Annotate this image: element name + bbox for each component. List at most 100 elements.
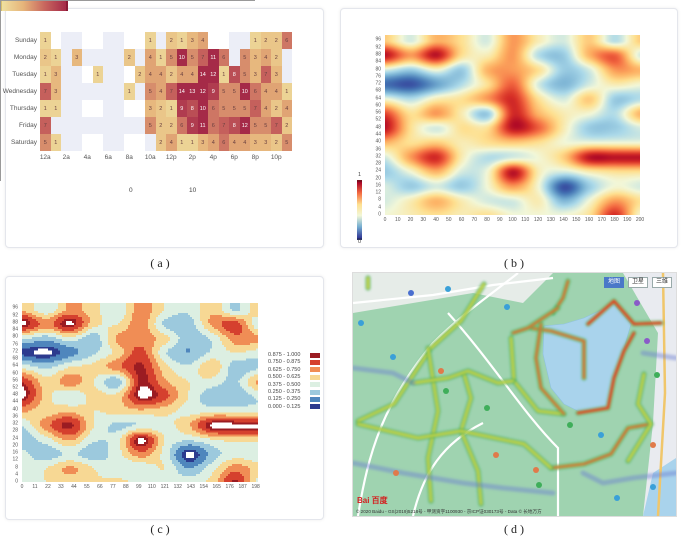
- heatmap-cell-empty[interactable]: [92, 100, 103, 117]
- heatmap-cell[interactable]: 10: [176, 49, 187, 66]
- heatmap-cell-empty[interactable]: [281, 66, 292, 83]
- heatmap-cell-empty[interactable]: [50, 32, 61, 49]
- heatmap-cell[interactable]: 2: [155, 134, 166, 151]
- heatmap-cell-empty[interactable]: [113, 32, 124, 49]
- baidu-logo[interactable]: Bai 百度: [357, 496, 388, 505]
- heatmap-cell[interactable]: 11: [197, 117, 208, 134]
- heatmap-cell[interactable]: 4: [260, 83, 271, 100]
- heatmap-cell[interactable]: 1: [50, 49, 61, 66]
- heatmap-cell[interactable]: 1: [176, 134, 187, 151]
- heatmap-cell[interactable]: 1: [50, 100, 61, 117]
- heatmap-cell[interactable]: 6: [208, 100, 219, 117]
- heatmap-cell-empty[interactable]: [92, 49, 103, 66]
- heatmap-cell-empty[interactable]: [82, 49, 93, 66]
- heatmap-cell-empty[interactable]: [113, 66, 124, 83]
- legend-swatch[interactable]: [310, 396, 320, 402]
- heatmap-cell[interactable]: 14: [197, 66, 208, 83]
- heatmap-cell-empty[interactable]: [82, 117, 93, 134]
- heatmap-cell-empty[interactable]: [71, 32, 82, 49]
- heatmap-cell-empty[interactable]: [113, 117, 124, 134]
- heatmap-cell[interactable]: 7: [218, 117, 229, 134]
- heatmap-cell[interactable]: 8: [229, 66, 240, 83]
- heatmap-cell[interactable]: 6: [218, 49, 229, 66]
- heatmap-cell[interactable]: 5: [229, 100, 240, 117]
- heatmap-cell[interactable]: 5: [239, 66, 250, 83]
- heatmap-cell[interactable]: 3: [50, 83, 61, 100]
- heatmap-cell[interactable]: 1: [145, 32, 156, 49]
- heatmap-cell[interactable]: 6: [208, 117, 219, 134]
- heatmap-cell[interactable]: 10: [239, 83, 250, 100]
- heatmap-cell[interactable]: 4: [260, 100, 271, 117]
- heatmap-cell[interactable]: 2: [40, 49, 51, 66]
- heatmap-cell[interactable]: 5: [218, 100, 229, 117]
- heatmap-cell[interactable]: 12: [239, 117, 250, 134]
- heatmap-cell[interactable]: 4: [145, 66, 156, 83]
- heatmap-cell[interactable]: 13: [187, 83, 198, 100]
- heatmap-cell-empty[interactable]: [82, 32, 93, 49]
- map-type-map-button[interactable]: 地图: [603, 277, 624, 288]
- heatmap-cell[interactable]: 2: [166, 117, 177, 134]
- heatmap-cell[interactable]: 2: [271, 100, 282, 117]
- heatmap-cell-empty[interactable]: [239, 32, 250, 49]
- heatmap-cell[interactable]: 4: [271, 83, 282, 100]
- heatmap-cell[interactable]: 2: [134, 66, 145, 83]
- legend-swatch[interactable]: [310, 359, 320, 365]
- heatmap-cell[interactable]: 5: [250, 117, 261, 134]
- heatmap-cell[interactable]: 3: [250, 134, 261, 151]
- heatmap-cell[interactable]: 9: [208, 83, 219, 100]
- heatmap-cell[interactable]: 5: [218, 83, 229, 100]
- heatmap-cell-empty[interactable]: [50, 117, 61, 134]
- heatmap-cell[interactable]: 12: [197, 83, 208, 100]
- heatmap-cell[interactable]: 6: [250, 83, 261, 100]
- heatmap-cell-empty[interactable]: [103, 134, 114, 151]
- heatmap-cell[interactable]: 8: [229, 117, 240, 134]
- heatmap-cell-empty[interactable]: [208, 32, 219, 49]
- heatmap-cell[interactable]: 5: [145, 117, 156, 134]
- heatmap-cell-empty[interactable]: [134, 32, 145, 49]
- heatmap-cell-empty[interactable]: [61, 83, 72, 100]
- heatmap-cell[interactable]: 3: [250, 66, 261, 83]
- heatmap-cell-empty[interactable]: [113, 83, 124, 100]
- heatmap-cell-empty[interactable]: [103, 49, 114, 66]
- heatmap-cell[interactable]: 4: [239, 134, 250, 151]
- heatmap-cell-empty[interactable]: [61, 66, 72, 83]
- heatmap-cell-empty[interactable]: [103, 100, 114, 117]
- heatmap-cell-empty[interactable]: [82, 83, 93, 100]
- heatmap-cell[interactable]: 2: [281, 117, 292, 134]
- heatmap-cell[interactable]: 5: [229, 83, 240, 100]
- panel-d-map[interactable]: 地图 卫星 三维 Bai 百度 © 2020 Baidu - GS(2019)5…: [352, 272, 677, 517]
- heatmap-cell[interactable]: 4: [281, 100, 292, 117]
- heatmap-cell-empty[interactable]: [71, 83, 82, 100]
- heatmap-cell-empty[interactable]: [124, 100, 135, 117]
- heatmap-cell[interactable]: 7: [260, 66, 271, 83]
- heatmap-cell[interactable]: 3: [271, 66, 282, 83]
- legend-swatch[interactable]: [310, 404, 320, 410]
- heatmap-cell[interactable]: 1: [218, 66, 229, 83]
- heatmap-cell-empty[interactable]: [134, 117, 145, 134]
- heatmap-cell[interactable]: 3: [260, 134, 271, 151]
- heatmap-cell[interactable]: 4: [229, 134, 240, 151]
- heatmap-cell[interactable]: 1: [155, 49, 166, 66]
- heatmap-cell[interactable]: 8: [187, 100, 198, 117]
- heatmap-cell[interactable]: 10: [197, 100, 208, 117]
- heatmap-cell[interactable]: 1: [124, 83, 135, 100]
- heatmap-cell[interactable]: 12: [208, 66, 219, 83]
- heatmap-cell[interactable]: 1: [250, 32, 261, 49]
- heatmap-cell[interactable]: 1: [40, 100, 51, 117]
- heatmap-cell[interactable]: 5: [145, 83, 156, 100]
- heatmap-cell-empty[interactable]: [71, 100, 82, 117]
- heatmap-cell-empty[interactable]: [92, 117, 103, 134]
- heatmap-cell[interactable]: 7: [197, 49, 208, 66]
- heatmap-cell[interactable]: 2: [271, 49, 282, 66]
- heatmap-cell[interactable]: 7: [40, 83, 51, 100]
- heatmap-cell-empty[interactable]: [124, 134, 135, 151]
- heatmap-cell[interactable]: 2: [271, 134, 282, 151]
- heatmap-cell[interactable]: 7: [271, 117, 282, 134]
- heatmap-cell[interactable]: 1: [281, 83, 292, 100]
- heatmap-cell[interactable]: 2: [155, 117, 166, 134]
- heatmap-cell-empty[interactable]: [155, 32, 166, 49]
- heatmap-cell[interactable]: 7: [166, 83, 177, 100]
- legend-swatch[interactable]: [310, 352, 320, 358]
- heatmap-cell-empty[interactable]: [71, 134, 82, 151]
- legend-swatch[interactable]: [310, 367, 320, 373]
